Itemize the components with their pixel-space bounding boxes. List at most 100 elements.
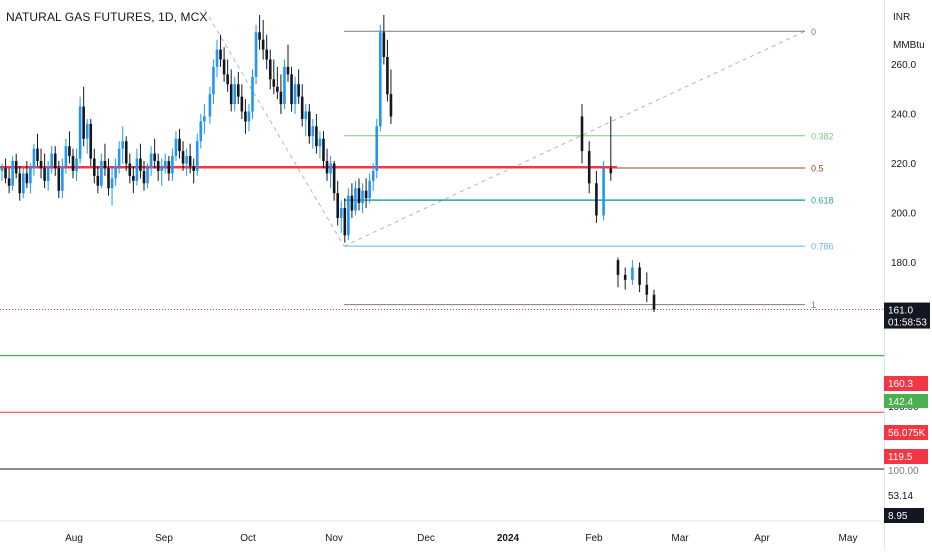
candle-body <box>379 32 382 127</box>
candle-body <box>357 188 361 204</box>
candle-body <box>268 59 272 80</box>
candle-body <box>336 193 339 218</box>
candle-body <box>156 161 160 171</box>
candle-body <box>50 153 53 166</box>
candle-body <box>142 170 146 184</box>
candle-body <box>382 32 386 58</box>
candle-body <box>602 168 605 216</box>
candle-body <box>68 146 71 157</box>
candle-body <box>279 91 283 105</box>
candle-body <box>276 86 279 92</box>
candle-body <box>43 168 46 181</box>
candle-body <box>343 208 347 236</box>
candle-body <box>110 178 114 189</box>
candle-body <box>181 151 185 164</box>
candle-body <box>199 121 203 142</box>
candle-body <box>7 178 11 186</box>
volume-tag: 56.075K <box>884 425 928 440</box>
lower-axis-label: 100.00 <box>888 466 919 477</box>
fib-level-label: 0 <box>811 27 816 37</box>
candle-body <box>386 57 389 95</box>
candle-body <box>261 39 265 50</box>
price-tick-label: 260.0 <box>891 60 916 71</box>
candle-body <box>290 74 293 105</box>
candle-body <box>347 195 350 236</box>
candle-body <box>135 158 139 181</box>
candle-body <box>229 84 233 105</box>
candle-body <box>251 76 254 112</box>
fib-level-label: 1 <box>811 300 816 310</box>
unit-label[interactable]: MMBtu <box>893 40 925 51</box>
candle-body <box>195 141 199 171</box>
fibonacci-retracement: 0 0.382 0.5 0.618 0.786 1 <box>204 9 834 310</box>
candle-body <box>139 158 142 171</box>
time-tick-label: Dec <box>417 533 435 544</box>
price-tick-label: 200.0 <box>891 209 916 220</box>
green-level-tag-bg <box>884 394 928 408</box>
candle-body <box>29 168 32 184</box>
candle-body <box>623 274 627 280</box>
price-axis: 180.0200.0220.0240.0260.0280.0161.001:58… <box>884 10 930 523</box>
candle-body <box>361 190 364 204</box>
candle-body <box>375 126 379 171</box>
candle-body <box>237 84 240 97</box>
candle-body <box>11 161 14 186</box>
candle-body <box>132 175 135 181</box>
candle-body <box>631 267 634 280</box>
time-tick-label: Sep <box>155 533 173 544</box>
candle-body <box>283 66 286 105</box>
candle-body <box>638 267 641 285</box>
candle-body <box>293 84 297 105</box>
candle-body <box>272 79 276 87</box>
candle-body <box>364 190 368 199</box>
candle-body <box>311 126 315 137</box>
candle-body <box>174 138 178 157</box>
indicator-sub-tag <box>884 508 924 523</box>
candle-body <box>350 195 354 211</box>
candle-body <box>188 156 192 166</box>
candle-body <box>318 138 322 147</box>
unit-selector[interactable]: INR MMBtu <box>884 4 931 60</box>
candle-body <box>32 148 36 169</box>
candle-body <box>124 141 128 164</box>
candle-body <box>587 151 591 184</box>
chart-title: NATURAL GAS FUTURES, 1D, MCX <box>6 10 208 24</box>
red-level-tag: 160.3 <box>884 376 928 391</box>
candle-body <box>208 94 212 117</box>
candle-body <box>71 156 75 171</box>
candle-body <box>368 180 371 199</box>
low-red-tag-text: 119.5 <box>888 452 913 463</box>
candle-body <box>14 161 18 174</box>
candle-body <box>219 49 222 60</box>
candle-body <box>117 148 121 166</box>
fib-level-label: 0.786 <box>811 242 834 252</box>
candle-body <box>61 165 64 191</box>
currency-label[interactable]: INR <box>893 12 911 23</box>
candle-body <box>164 161 167 166</box>
indicator-value: 53.14 <box>888 491 913 502</box>
candle-body <box>149 153 153 169</box>
candle-body <box>371 170 375 181</box>
green-level-tag-text: 142.4 <box>888 397 913 408</box>
volume-tag-bg <box>884 425 928 440</box>
candle-body <box>93 158 96 176</box>
candle-body <box>0 168 4 171</box>
candle-body <box>103 161 107 169</box>
last-price-text: 161.0 <box>888 306 913 317</box>
candle-body <box>36 148 39 162</box>
fib-level-label: 0.382 <box>811 131 834 141</box>
candle-body <box>595 183 598 216</box>
candle-body <box>254 32 258 77</box>
candle-body <box>64 146 68 166</box>
candle-body <box>300 96 304 119</box>
candle-body <box>616 260 620 275</box>
candle-body <box>332 163 336 194</box>
candle-body <box>46 165 50 181</box>
candles-group <box>0 14 656 313</box>
fib-level-label: 0.5 <box>811 163 824 173</box>
low-red-tag: 119.5 <box>884 449 928 464</box>
candle-body <box>85 123 89 139</box>
candle-body <box>240 96 244 112</box>
candle-body <box>128 163 132 176</box>
